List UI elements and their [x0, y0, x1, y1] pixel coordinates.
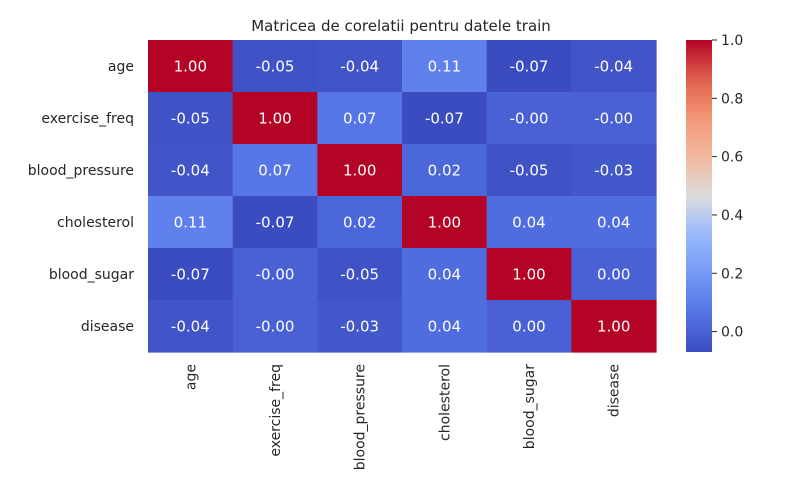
heatmap-cell-r4-c5	[571, 248, 657, 301]
cell-value-r4-c1: -0.00	[256, 266, 295, 284]
cell-value-r2-c5: -0.03	[594, 162, 633, 180]
cell-value-r2-c0: -0.04	[171, 162, 210, 180]
heatmap-cell-r5-c3	[402, 300, 488, 353]
heatmap-cell-r5-c5	[571, 300, 657, 353]
cell-value-r2-c1: 0.07	[258, 162, 291, 180]
colorbar-tick-label-0: 0.0	[721, 325, 743, 341]
heatmap-cell-r5-c2	[317, 300, 403, 353]
cell-value-r0-c5: -0.04	[594, 58, 633, 76]
cell-value-r4-c5: 0.00	[597, 266, 630, 284]
heatmap-cell-r0-c3	[402, 40, 488, 93]
cell-value-r3-c5: 0.04	[597, 214, 630, 232]
cell-value-r4-c4: 1.00	[512, 266, 545, 284]
colorbar-tick-label-5: 1.0	[721, 33, 743, 49]
heatmap-cell-r3-c3	[402, 196, 488, 249]
heatmap-cell-r2-c1	[232, 144, 318, 197]
colorbar: 0.0 0.2 0.4 0.6 0.8 1.0	[686, 33, 743, 352]
colorbar-tick-label-3: 0.6	[721, 150, 743, 166]
colorbar-tick-label-4: 0.8	[721, 91, 743, 107]
heatmap-cells	[148, 40, 657, 353]
heatmap-cell-r1-c3	[402, 92, 488, 145]
heatmap-cell-r2-c3	[402, 144, 488, 197]
heatmap-cell-r2-c0	[148, 144, 234, 197]
cell-value-r5-c3: 0.04	[428, 318, 461, 336]
heatmap-cell-r3-c0	[148, 196, 234, 249]
heatmap-col-labels: age exercise_freq blood_pressure cholestero…	[183, 364, 622, 471]
cell-value-r0-c1: -0.05	[256, 58, 295, 76]
cell-value-r3-c3: 1.00	[428, 214, 461, 232]
heatmap-cell-r3-c1	[232, 196, 318, 249]
col-label-0: age	[183, 364, 199, 390]
colorbar-tick-label-2: 0.4	[721, 208, 743, 224]
heatmap-cell-r5-c0	[148, 300, 234, 353]
heatmap-cell-r0-c1	[232, 40, 318, 93]
heatmap-cell-r4-c0	[148, 248, 234, 301]
cell-value-r3-c4: 0.04	[512, 214, 545, 232]
row-label-1: exercise_freq	[41, 111, 134, 127]
cell-value-r4-c2: -0.05	[340, 266, 379, 284]
cell-value-r1-c1: 1.00	[258, 110, 291, 128]
cell-value-r3-c2: 0.02	[343, 214, 376, 232]
heatmap-cell-r0-c4	[486, 40, 572, 93]
cell-value-r2-c2: 1.00	[343, 162, 376, 180]
heatmap-cell-r0-c0	[148, 40, 234, 93]
cell-value-r3-c0: 0.11	[174, 214, 207, 232]
heatmap-cell-r5-c1	[232, 300, 318, 353]
cell-value-r1-c5: -0.00	[594, 110, 633, 128]
cell-value-r1-c4: -0.00	[510, 110, 549, 128]
heatmap-cell-r3-c4	[486, 196, 572, 249]
row-label-4: blood_sugar	[49, 267, 134, 283]
colorbar-tick-label-1: 0.2	[721, 266, 743, 282]
cell-value-r5-c2: -0.03	[340, 318, 379, 336]
cell-value-r5-c1: -0.00	[256, 318, 295, 336]
cell-value-r2-c3: 0.02	[428, 162, 461, 180]
cell-value-r5-c0: -0.04	[171, 318, 210, 336]
heatmap-cell-r3-c2	[317, 196, 403, 249]
cell-value-r4-c3: 0.04	[428, 266, 461, 284]
row-label-3: cholesterol	[57, 215, 134, 231]
chart-title: Matricea de corelatii pentru datele trai…	[251, 17, 551, 35]
cell-value-r1-c2: 0.07	[343, 110, 376, 128]
heatmap-cell-r4-c3	[402, 248, 488, 301]
cell-value-r4-c0: -0.07	[171, 266, 210, 284]
cell-value-r3-c1: -0.07	[256, 214, 295, 232]
heatmap-cell-r4-c4	[486, 248, 572, 301]
row-label-2: blood_pressure	[28, 163, 134, 179]
cell-value-r1-c0: -0.05	[171, 110, 210, 128]
row-label-0: age	[108, 59, 134, 75]
cell-value-r0-c4: -0.07	[510, 58, 549, 76]
colorbar-gradient	[686, 40, 712, 352]
heatmap-cell-r3-c5	[571, 196, 657, 249]
cell-value-r5-c4: 0.00	[512, 318, 545, 336]
heatmap-cell-r1-c2	[317, 92, 403, 145]
heatmap-cell-labels: 1.00 -0.05 -0.04 0.11 -0.07 -0.04 -0.05 1.00 0.0…	[171, 58, 633, 336]
cell-value-r2-c4: -0.05	[510, 162, 549, 180]
col-label-4: blood_sugar	[522, 364, 538, 449]
cell-value-r1-c3: -0.07	[425, 110, 464, 128]
heatmap-cell-r0-c2	[317, 40, 403, 93]
cell-value-r0-c0: 1.00	[174, 58, 207, 76]
heatmap-cell-r5-c4	[486, 300, 572, 353]
cell-value-r5-c5: 1.00	[597, 318, 630, 336]
heatmap-cell-r4-c2	[317, 248, 403, 301]
col-label-5: disease	[607, 364, 623, 417]
col-label-3: cholesterol	[437, 364, 453, 441]
heatmap-cell-r1-c4	[486, 92, 572, 145]
heatmap-cell-r1-c0	[148, 92, 234, 145]
heatmap-cell-r4-c1	[232, 248, 318, 301]
heatmap-row-labels: age exercise_freq blood_pressure cholestero…	[28, 59, 135, 335]
col-label-1: exercise_freq	[268, 364, 284, 457]
row-label-5: disease	[81, 319, 134, 335]
heatmap-cell-r2-c4	[486, 144, 572, 197]
heatmap-cell-r2-c2	[317, 144, 403, 197]
cell-value-r0-c3: 0.11	[428, 58, 461, 76]
heatmap-cell-r1-c5	[571, 92, 657, 145]
heatmap-cell-r1-c1	[232, 92, 318, 145]
cell-value-r0-c2: -0.04	[340, 58, 379, 76]
col-label-2: blood_pressure	[353, 364, 369, 470]
heatmap-cell-r0-c5	[571, 40, 657, 93]
heatmap-cell-r2-c5	[571, 144, 657, 197]
